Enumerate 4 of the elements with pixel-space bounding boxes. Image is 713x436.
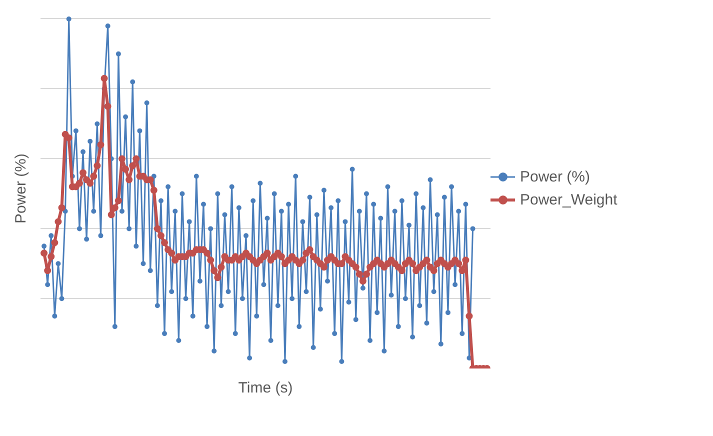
x-axis-title: Time (s) (238, 380, 293, 396)
legend-label: Power (%) (520, 168, 590, 185)
legend-label: Power_Weight (520, 191, 618, 208)
y-axis-title: Power (%) (12, 153, 30, 224)
